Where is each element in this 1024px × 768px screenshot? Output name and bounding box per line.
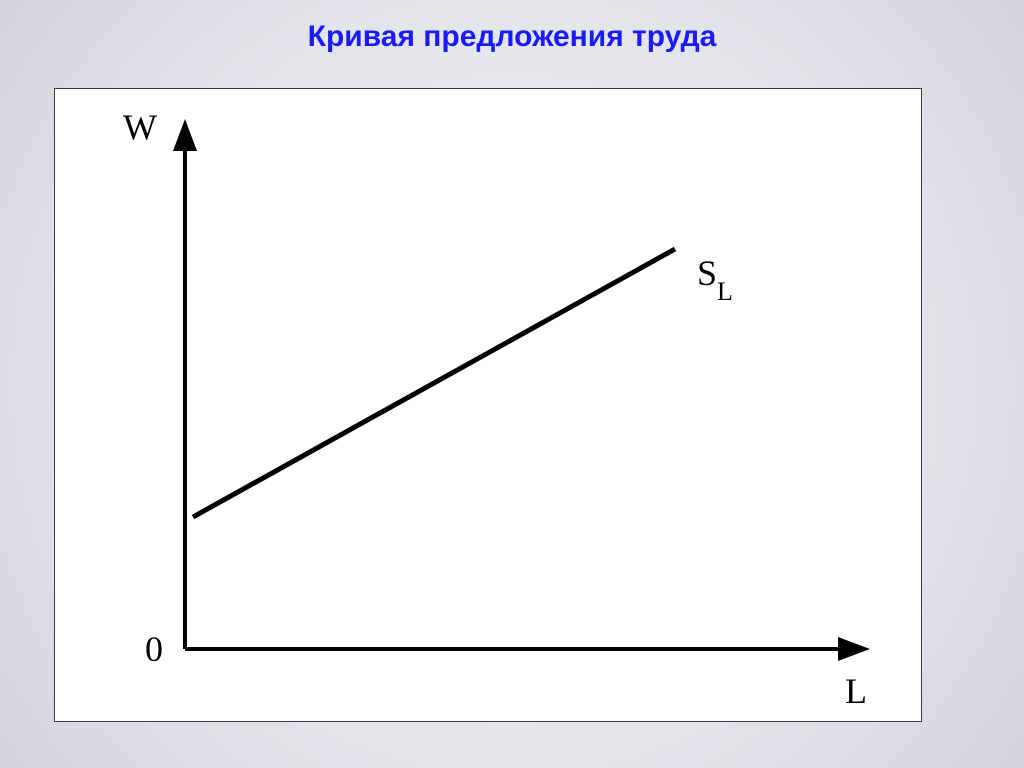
x-axis-label: L [845,671,867,711]
chart-container: W L 0 SL [54,88,922,722]
x-axis-arrowhead [838,637,870,661]
origin-label: 0 [145,629,163,669]
slide-title: Кривая предложения труда [0,20,1024,54]
y-axis-arrowhead [173,119,197,151]
slide: Кривая предложения труда W L 0 SL [0,0,1024,768]
supply-curve-chart: W L 0 SL [55,89,923,723]
supply-curve-label: SL [697,253,733,306]
supply-curve-line [193,249,675,517]
y-axis-label: W [123,107,157,147]
